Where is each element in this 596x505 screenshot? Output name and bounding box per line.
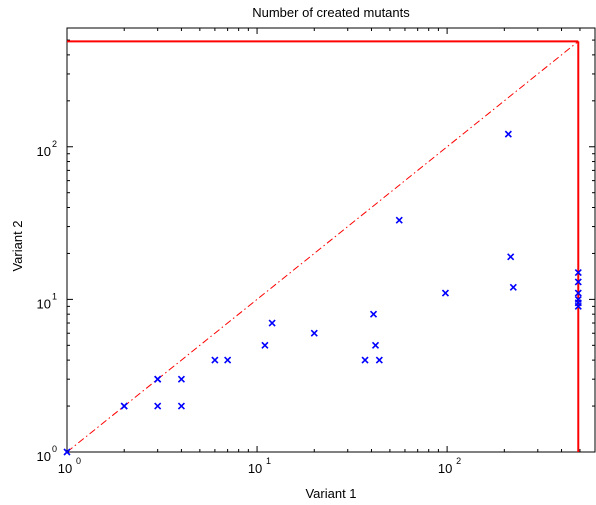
y-tick-exponent: 0 bbox=[52, 444, 57, 454]
data-point-marker bbox=[224, 356, 232, 364]
data-point-marker bbox=[507, 253, 515, 261]
data-point-marker bbox=[120, 402, 128, 410]
x-tick-label: 10 bbox=[58, 461, 72, 476]
data-point-marker bbox=[574, 268, 582, 277]
data-points bbox=[63, 130, 582, 456]
y-tick-label: 10 bbox=[37, 296, 51, 311]
plot-area bbox=[66, 27, 596, 453]
data-point-marker bbox=[574, 302, 582, 310]
y-tick-exponent: 2 bbox=[52, 139, 57, 149]
data-point-marker bbox=[211, 356, 219, 364]
x-tick-exponent: 2 bbox=[456, 456, 461, 466]
data-point-marker bbox=[154, 402, 162, 410]
chart-title: Number of created mutants bbox=[252, 5, 410, 20]
data-point-marker bbox=[371, 341, 380, 349]
data-point-marker bbox=[574, 289, 582, 297]
data-point-marker bbox=[177, 402, 185, 410]
y-axis-label: Variant 2 bbox=[10, 220, 25, 271]
x-tick-exponent: 0 bbox=[76, 456, 81, 466]
data-point-marker bbox=[574, 278, 582, 286]
axis-ticks: 10 0 10 1 10 210 010 110 2 bbox=[37, 27, 596, 476]
y-tick-exponent: 1 bbox=[52, 291, 57, 301]
reference-lines bbox=[66, 40, 580, 453]
data-point-marker bbox=[63, 448, 71, 456]
data-point-marker bbox=[154, 375, 162, 383]
data-point-marker bbox=[361, 356, 369, 364]
data-point-marker bbox=[261, 341, 269, 349]
data-point-marker bbox=[395, 216, 403, 224]
x-axis-label: Variant 1 bbox=[305, 486, 356, 501]
data-point-marker bbox=[509, 283, 517, 291]
data-point-marker bbox=[441, 289, 450, 297]
y-tick-label: 10 bbox=[37, 144, 51, 159]
diagonal-reference-line bbox=[66, 41, 579, 453]
data-point-marker bbox=[310, 329, 318, 337]
data-point-marker bbox=[375, 356, 383, 364]
data-point-marker bbox=[268, 319, 276, 327]
x-tick-label: 10 bbox=[248, 461, 262, 476]
x-tick-label: 10 bbox=[438, 461, 452, 476]
x-tick-exponent: 1 bbox=[266, 456, 271, 466]
y-tick-label: 10 bbox=[37, 449, 51, 464]
data-point-marker bbox=[369, 310, 378, 318]
data-point-marker bbox=[504, 130, 512, 138]
data-point-marker bbox=[177, 375, 185, 383]
